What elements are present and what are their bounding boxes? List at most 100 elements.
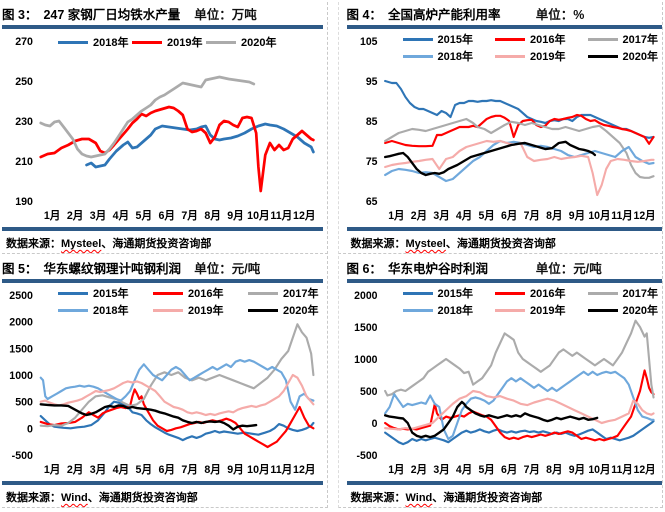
- legend-item: 2015年: [402, 285, 473, 301]
- legend-swatch: [58, 308, 88, 312]
- x-axis-tick: 5月: [136, 463, 153, 476]
- series-line-2017年: [383, 319, 655, 399]
- legend-swatch: [58, 291, 88, 295]
- panel-header: 图 4： 全国高炉产能利用率 单位：%: [347, 2, 663, 25]
- chart-panel-fig3: 图 3： 247 家钢厂日均铁水产量 单位：万吨 2018年 2019年 2020年…: [2, 2, 328, 254]
- legend-swatch: [153, 308, 183, 312]
- source-prefix: 数据来源：: [6, 492, 61, 504]
- legend-label: 2018年: [437, 51, 473, 63]
- series-line-2020年: [39, 75, 256, 159]
- series-line-2016年: [383, 113, 655, 148]
- x-axis-tick: 9月: [227, 463, 244, 476]
- y-axis-tick: 2000: [9, 317, 33, 329]
- legend-label: 2020年: [622, 51, 658, 63]
- y-axis-tick: 270: [15, 36, 33, 48]
- divider-bar: [2, 25, 323, 29]
- x-axis-tick: 3月: [90, 463, 107, 476]
- series-line-2018年: [39, 358, 315, 411]
- legend-item: 2020年: [587, 302, 658, 318]
- x-axis-tick: 8月: [546, 463, 562, 476]
- y-axis-tick: -500: [12, 450, 33, 462]
- legend-item: 2020年: [248, 302, 318, 318]
- legend-swatch: [587, 291, 618, 295]
- y-axis-tick: 230: [15, 116, 33, 128]
- panel-header: 图 5： 华东螺纹钢理计吨钢利润 单位：元/吨: [2, 256, 323, 279]
- legend-item: 2017年: [587, 31, 658, 47]
- series-line-2019年: [383, 389, 655, 431]
- x-axis-tick: 11月: [611, 209, 633, 222]
- x-axis-tick: 9月: [568, 463, 584, 476]
- legend-label: 2017年: [622, 34, 658, 46]
- unit-label: 单位：万吨: [194, 8, 257, 22]
- legend-swatch: [402, 291, 433, 295]
- divider-bar: [2, 481, 323, 485]
- x-axis-tick: 2月: [410, 463, 426, 476]
- figure-label: 图 4：: [346, 8, 382, 22]
- legend-item: 2018年: [58, 34, 128, 50]
- data-source: 数据来源：Wind、海通期货投资咨询部: [347, 485, 663, 505]
- legend-label: 2015年: [93, 288, 129, 300]
- x-axis-tick: 2月: [67, 463, 84, 476]
- y-axis-tick: 1000: [9, 370, 33, 382]
- y-axis-tick: 95: [365, 76, 377, 88]
- chart-area: 2015年 2016年 2017年 2018年 2019年 2020年 2000 1500 1…: [347, 283, 663, 481]
- x-axis-tick: 3月: [433, 209, 449, 222]
- x-axis-tick: 9月: [568, 209, 584, 222]
- series-line-2015年: [383, 79, 655, 139]
- x-axis-tick: 4月: [455, 463, 471, 476]
- series-line-2018年: [85, 122, 315, 169]
- legend-label: 2016年: [530, 34, 566, 46]
- source-word: Mysteel: [61, 238, 102, 250]
- x-axis-tick: 8月: [546, 209, 562, 222]
- source-word: Wind: [61, 492, 88, 504]
- x-axis-tick: 12月: [633, 209, 655, 222]
- legend-item: 2019年: [153, 302, 223, 318]
- series-line-2018年: [383, 370, 655, 441]
- figure-label: 图 3：: [2, 8, 38, 22]
- x-axis-tick: 7月: [523, 463, 539, 476]
- figure-title: 全国高炉产能利用率: [387, 8, 501, 22]
- figure-title: 247 家钢厂日均铁水产量: [43, 8, 181, 22]
- x-axis-tick: 3月: [90, 209, 107, 222]
- x-axis-tick: 2月: [410, 209, 426, 222]
- legend-label: 2017年: [622, 288, 658, 300]
- x-axis-tick: 11月: [270, 463, 292, 476]
- x-axis-tick: 6月: [159, 209, 176, 222]
- divider-bar: [346, 279, 662, 283]
- x-axis-tick: 3月: [433, 463, 449, 476]
- x-axis-tick: 8月: [204, 209, 221, 222]
- source-word: Wind: [405, 492, 433, 504]
- legend-item: 2018年: [402, 48, 473, 64]
- chart-area: 2015年 2016年 2017年 2018年 2019年 2020年 105 95 85 75…: [347, 29, 663, 227]
- legend-label: 2019年: [167, 37, 203, 49]
- legend-label: 2019年: [530, 51, 566, 63]
- legend-label: 2020年: [622, 305, 658, 317]
- legend-swatch: [248, 291, 278, 295]
- x-axis-tick: 8月: [204, 463, 221, 476]
- chart-legend: 2015年 2016年 2017年 2018年 2019年 2020年: [402, 285, 659, 318]
- chart-legend: 2015年 2016年 2017年 2018年 2019年 2020年: [402, 31, 659, 64]
- legend-item: 2019年: [495, 48, 565, 64]
- data-source: 数据来源：Mysteel、海通期货投资咨询部: [2, 231, 323, 251]
- legend-swatch: [153, 291, 183, 295]
- legend-item: 2016年: [495, 31, 565, 47]
- x-axis-tick: 9月: [227, 209, 244, 222]
- unit-label: 单位：元/吨: [194, 262, 261, 276]
- chart-area: 2015年 2016年 2017年 2018年 2019年 2020年 2500 2000 1…: [2, 283, 323, 481]
- series-line-2016年: [383, 369, 655, 442]
- x-axis-tick: 5月: [478, 209, 494, 222]
- legend-swatch: [587, 54, 618, 58]
- legend-swatch: [495, 291, 525, 295]
- x-axis-tick: 11月: [270, 209, 292, 222]
- legend-swatch: [206, 40, 236, 44]
- legend-label: 2015年: [437, 34, 473, 46]
- legend-item: 2020年: [587, 48, 658, 64]
- x-axis-tick: 1月: [44, 463, 61, 476]
- unit-label: 单位：%: [535, 8, 585, 22]
- x-axis-tick: 4月: [455, 209, 471, 222]
- legend-label: 2020年: [241, 37, 277, 49]
- legend-label: 2019年: [530, 305, 566, 317]
- series-line-2015年: [39, 400, 315, 442]
